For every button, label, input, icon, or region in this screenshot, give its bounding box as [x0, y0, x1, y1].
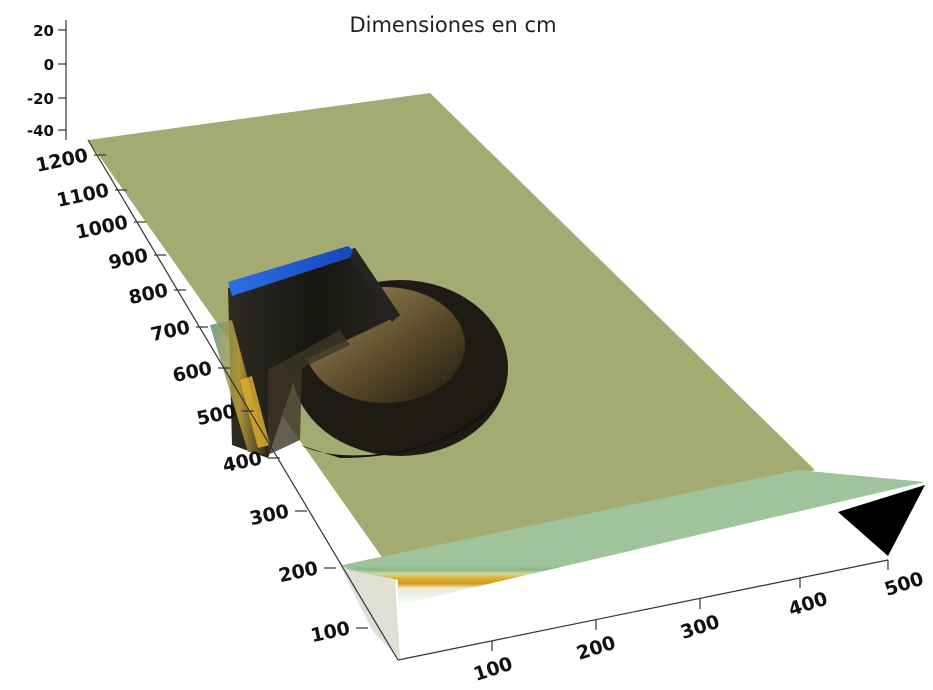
- y-tick-label: 100: [309, 617, 352, 647]
- front-face: [340, 510, 890, 660]
- y-tick-label: 1100: [55, 179, 111, 212]
- z-tick-label: -20: [27, 90, 54, 108]
- y-tick-label: 600: [171, 357, 214, 387]
- x-tick-label: 200: [574, 632, 619, 665]
- z-axis: 20 0 -20 -40: [27, 22, 66, 140]
- wave-bands: [342, 470, 925, 605]
- y-tick-label: 200: [277, 557, 320, 587]
- y-tick-label: 400: [221, 447, 264, 477]
- structure-top-face: [228, 246, 358, 296]
- chart-title: Dimensiones en cm: [349, 13, 556, 37]
- y-tick-label: 1000: [74, 211, 130, 244]
- left-wall-ridges: [210, 320, 270, 455]
- y-tick-label: 900: [107, 244, 150, 274]
- y-axis-line: [87, 139, 399, 661]
- z-tick-label: -40: [27, 122, 54, 140]
- z-tick-label: 20: [33, 22, 54, 40]
- y-tick-label: 300: [248, 500, 291, 530]
- y-tick-label: 800: [127, 279, 170, 309]
- structure-block: [228, 246, 400, 458]
- x-axis: 100 200 300 400 500: [471, 560, 927, 686]
- x-tick-label: 100: [471, 653, 516, 686]
- x-tick-label: 300: [678, 611, 723, 644]
- x-tick-label: 400: [786, 588, 831, 621]
- corner-wedge: [838, 485, 925, 556]
- y-tick-label: 700: [149, 316, 192, 346]
- y-tick-label: 1200: [34, 144, 90, 177]
- z-tick-label: 0: [44, 56, 54, 74]
- x-tick-label: 500: [882, 568, 927, 601]
- x-axis-line: [397, 559, 889, 661]
